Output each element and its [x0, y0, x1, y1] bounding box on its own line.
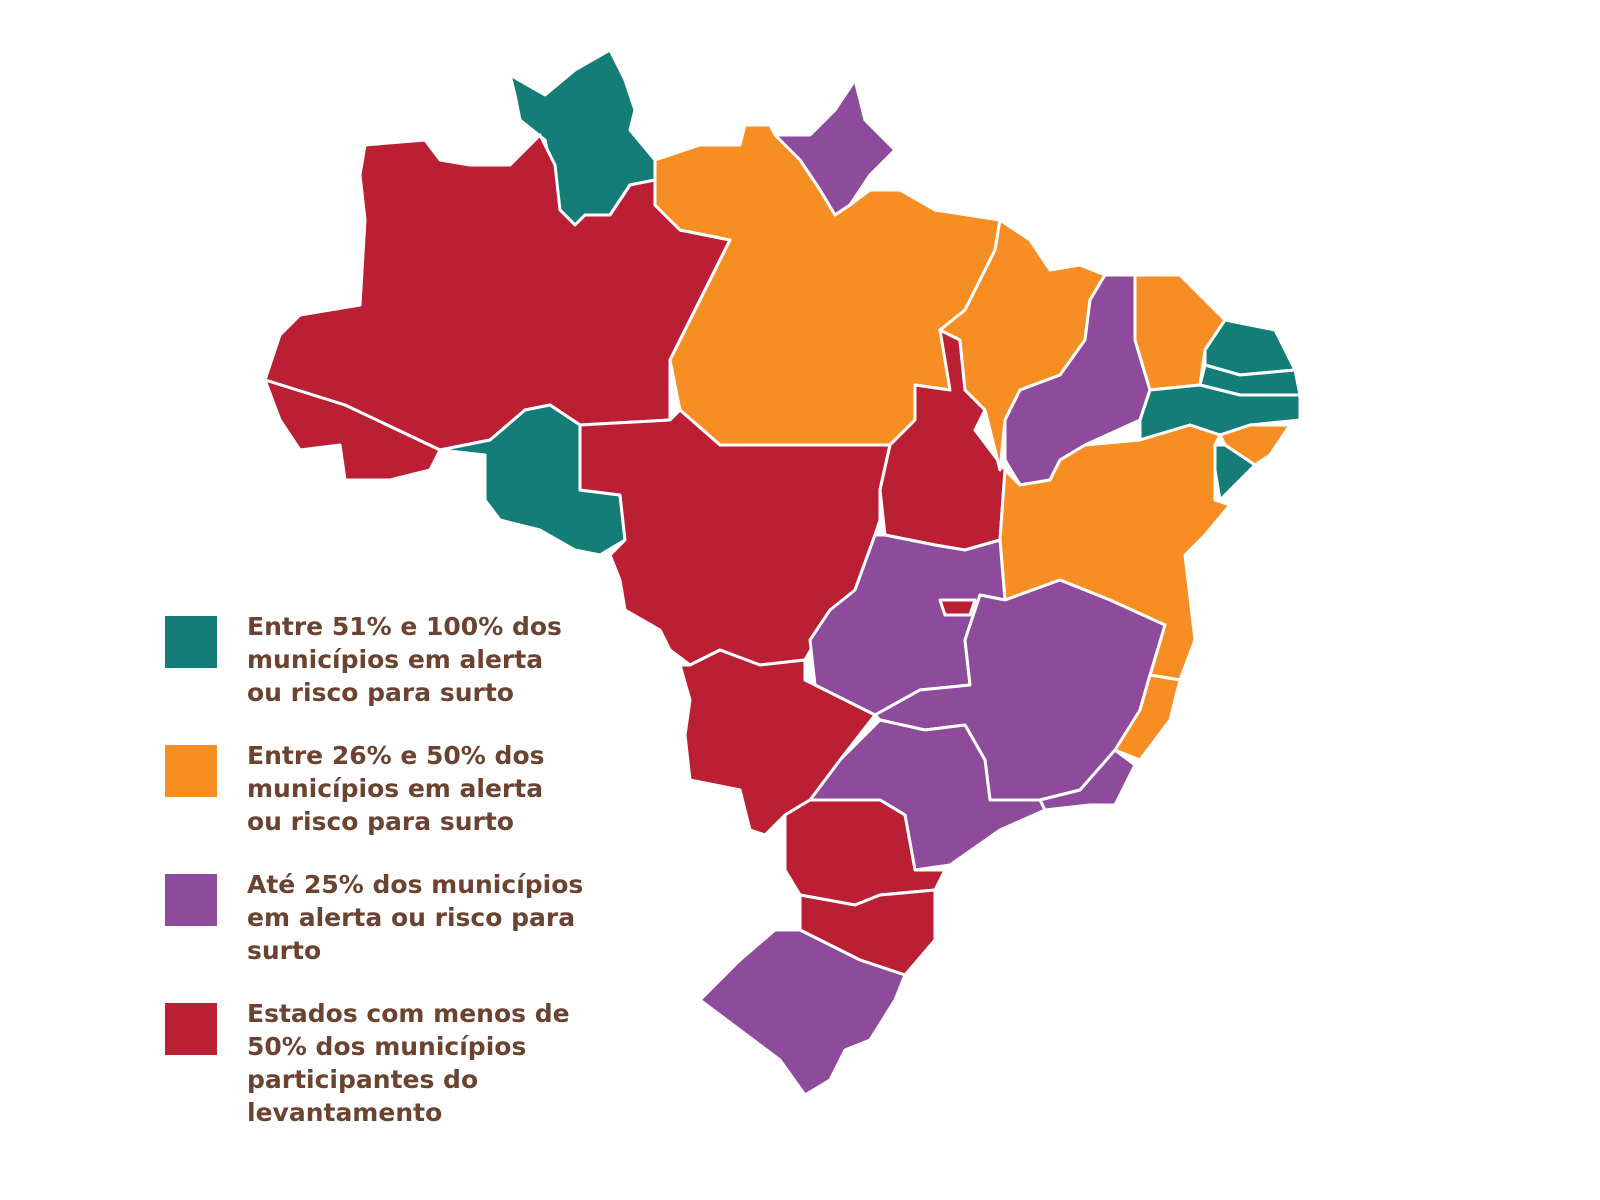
legend-swatch	[165, 616, 217, 668]
legend-label: Entre 51% e 100% dos municípios em alert…	[247, 612, 562, 707]
legend: Entre 51% e 100% dos municípios em alert…	[165, 610, 585, 1159]
legend-label: Até 25% dos municípios em alerta ou risc…	[247, 870, 584, 965]
legend-swatch	[165, 745, 217, 797]
legend-label: Estados com menos de 50% dos municípios …	[247, 999, 570, 1127]
legend-swatch	[165, 1003, 217, 1055]
state-rn	[1203, 318, 1297, 377]
state-es	[1113, 673, 1182, 762]
state-ac	[263, 378, 442, 482]
legend-item-high: Entre 51% e 100% dos municípios em alert…	[165, 610, 585, 709]
state-df	[938, 598, 977, 617]
legend-item-insufficient: Estados com menos de 50% dos municípios …	[165, 997, 585, 1129]
state-rj	[1038, 748, 1137, 812]
state-rs	[698, 928, 907, 1097]
legend-label: Entre 26% e 50% dos municípios em alerta…	[247, 741, 545, 836]
legend-item-medium: Entre 26% e 50% dos municípios em alerta…	[165, 739, 585, 838]
state-ce	[1133, 273, 1227, 392]
legend-item-low: Até 25% dos municípios em alerta ou risc…	[165, 868, 585, 967]
legend-swatch	[165, 874, 217, 926]
